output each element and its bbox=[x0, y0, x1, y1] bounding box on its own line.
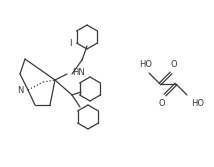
Text: HN: HN bbox=[72, 67, 85, 76]
Text: HO: HO bbox=[191, 99, 204, 108]
Text: N: N bbox=[17, 86, 23, 95]
Text: O: O bbox=[171, 60, 177, 69]
Text: O: O bbox=[159, 99, 165, 108]
Text: I: I bbox=[69, 39, 72, 47]
Text: HO: HO bbox=[140, 60, 153, 69]
